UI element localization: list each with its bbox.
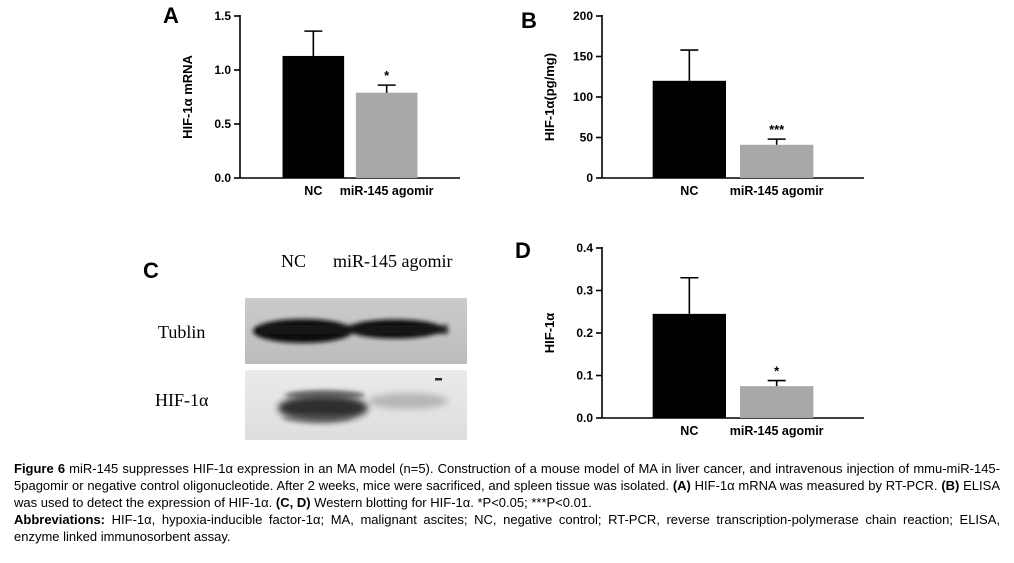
bar-NC [282, 55, 345, 178]
caption-segment: miR-145 suppresses HIF-1α expression in … [14, 461, 1000, 493]
y-tick-label: 0.2 [576, 326, 593, 340]
tublin-bands [253, 319, 448, 343]
figure-caption: Figure 6 miR-145 suppresses HIF-1α expre… [14, 460, 1000, 545]
chart-svg-panel-a: 0.0 0.5 1.0 1.5 HIF-1α mRNA NC * miR-145 agomir [180, 9, 460, 198]
bar-NC [652, 80, 727, 178]
significance-label: *** [769, 122, 785, 137]
x-category-label: NC [304, 184, 322, 198]
blot-col-label-mir145: miR-145 agomir [333, 251, 453, 271]
panel-label-b: B [521, 8, 537, 33]
bar-miR-145 agomir [739, 386, 814, 418]
significance-label: * [774, 364, 780, 379]
y-axis-title: HIF-1α mRNA [180, 54, 195, 138]
x-category-label: NC [680, 184, 698, 198]
caption-segment: Western blotting for HIF-1α. *P<0.05; **… [310, 495, 592, 510]
y-tick-label: 1.0 [214, 63, 231, 77]
y-tick-label: 50 [580, 131, 594, 145]
y-tick-label: 100 [573, 90, 593, 104]
blot-row-label-tublin: Tublin [158, 322, 206, 342]
caption-segment: Abbreviations: [14, 512, 112, 527]
caption-segment: (A) [672, 478, 691, 493]
caption-segment: ELISA was used to detect the expression … [14, 478, 1000, 510]
caption-segment: (C, D) [275, 495, 311, 510]
bar-miR-145 agomir [739, 144, 814, 178]
caption-segment: HIF-1α mRNA was measured by RT-PCR. [690, 478, 942, 493]
chart-svg-panel-d: 0.0 0.1 0.2 0.3 0.4 HIF-1α NC * miR-145 agomir [542, 241, 864, 438]
bar-chart-b: 0 50 100 150 200 HIF-1α(pg/mg) NC *** miR-145 ag… [538, 4, 872, 208]
western-blot-image [245, 298, 467, 440]
y-axis-title: HIF-1α [542, 313, 557, 354]
x-category-label: miR-145 agomir [340, 184, 434, 198]
blot-col-label-nc: NC [281, 251, 307, 271]
x-category-label: miR-145 agomir [730, 184, 824, 198]
caption-abbreviations: Abbreviations: HIF-1α, hypoxia-inducible… [14, 511, 1000, 545]
panel-label-c: C [143, 258, 159, 283]
panel-label-a: A [163, 3, 179, 28]
y-axis-title: HIF-1α(pg/mg) [542, 53, 557, 141]
bar-NC [652, 313, 727, 418]
y-tick-label: 0 [586, 171, 593, 185]
caption-segment: HIF-1α, hypoxia-inducible factor-1α; MA,… [14, 512, 1000, 544]
bar-chart-d: 0.0 0.1 0.2 0.3 0.4 HIF-1α NC * miR-145 agomir [538, 236, 872, 448]
caption-text: Figure 6 miR-145 suppresses HIF-1α expre… [14, 460, 1000, 511]
y-tick-label: 150 [573, 50, 593, 64]
y-tick-label: 0.0 [576, 411, 593, 425]
y-tick-label: 0.5 [214, 117, 231, 131]
blot-row-label-hif1a: HIF-1α [155, 390, 209, 410]
x-category-label: miR-145 agomir [730, 424, 824, 438]
caption-segment: Figure 6 [14, 461, 70, 476]
y-tick-label: 0.4 [576, 241, 593, 255]
x-category-label: NC [680, 424, 698, 438]
panel-label-d: D [515, 238, 531, 263]
y-tick-label: 0.3 [576, 284, 593, 298]
y-tick-label: 1.5 [214, 9, 231, 23]
bar-miR-145 agomir [355, 92, 418, 178]
y-tick-label: 0.1 [576, 369, 593, 383]
caption-segment: (B) [941, 478, 960, 493]
significance-label: * [384, 68, 390, 83]
bar-chart-a: 0.0 0.5 1.0 1.5 HIF-1α mRNA NC * miR-145 agomir [176, 4, 468, 208]
y-tick-label: 0.0 [214, 171, 231, 185]
y-tick-label: 200 [573, 9, 593, 23]
chart-svg-panel-b: 0 50 100 150 200 HIF-1α(pg/mg) NC *** miR-145 ag… [542, 9, 864, 198]
hif1a-bands [278, 378, 448, 423]
